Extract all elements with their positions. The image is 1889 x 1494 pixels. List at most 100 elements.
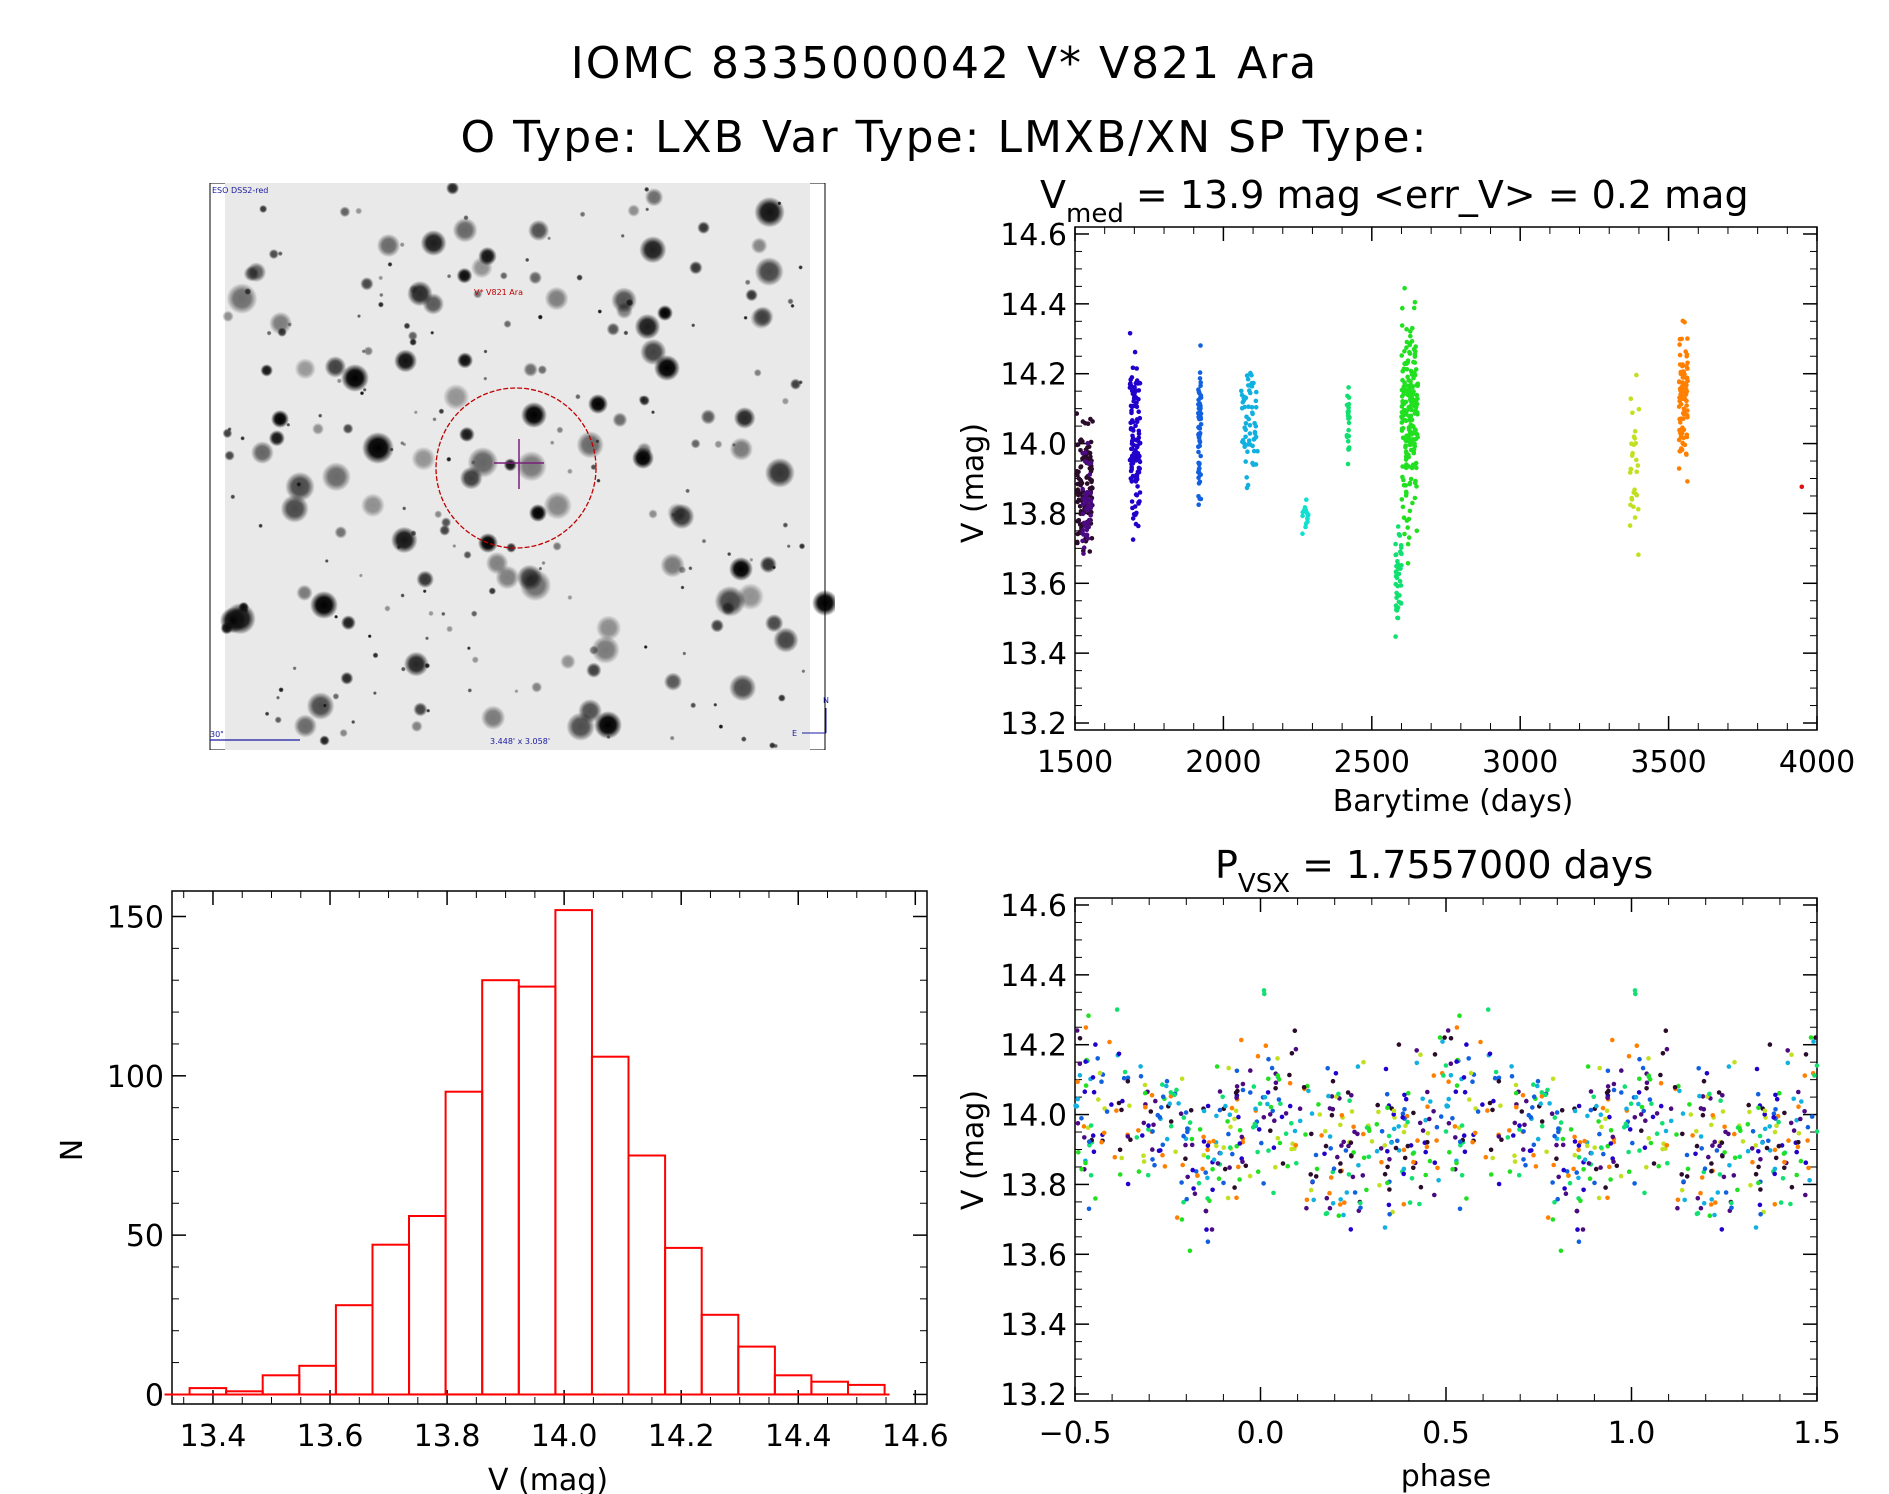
lightcurve-point	[1074, 442, 1080, 448]
phased-point	[1720, 1153, 1725, 1159]
phased-point	[1454, 1160, 1459, 1166]
lightcurve-point	[1253, 405, 1259, 410]
phased-point	[1720, 1093, 1725, 1098]
east-label: E	[792, 729, 797, 738]
sky-star	[278, 687, 284, 693]
lightcurve-point	[1685, 360, 1690, 366]
lightcurve-point	[1088, 503, 1094, 509]
lightcurve-point	[1404, 367, 1410, 372]
phased-point	[1796, 1089, 1801, 1095]
lightcurve-point	[1401, 391, 1406, 397]
phased-point	[1487, 1100, 1493, 1106]
lightcurve-ytick-label: 14.0	[1000, 428, 1067, 463]
phased-point	[1160, 1094, 1166, 1099]
phased-point	[1605, 1068, 1611, 1074]
phased-point	[1301, 1085, 1307, 1090]
phased-point	[1221, 1180, 1226, 1186]
phased-point	[1684, 1174, 1690, 1179]
phased-point	[1628, 1101, 1634, 1106]
lightcurve-point	[1250, 411, 1255, 417]
lightcurve-point	[1252, 431, 1258, 436]
histogram-bar	[481, 979, 520, 1396]
phased-point	[1441, 1073, 1446, 1078]
sky-star	[376, 233, 401, 258]
sky-star	[678, 566, 687, 574]
phased-point	[1608, 1128, 1614, 1133]
phased-point	[1680, 1111, 1686, 1116]
sky-star	[773, 627, 799, 653]
phased-point	[1225, 1119, 1230, 1124]
phased-point	[1805, 1124, 1811, 1130]
phased-point	[1434, 1124, 1440, 1130]
lightcurve-point	[1081, 520, 1087, 526]
phased-point	[1559, 1108, 1565, 1113]
phased-point	[1234, 1084, 1240, 1089]
phased-point	[1710, 1143, 1715, 1148]
histogram-bar	[700, 1313, 740, 1396]
lightcurve-point	[1414, 465, 1419, 471]
phased-point	[1805, 1138, 1810, 1143]
histogram-xtick-label: 13.4	[180, 1419, 247, 1454]
lightcurve-point	[1394, 605, 1399, 611]
histogram-ytick-label: 100	[107, 1060, 164, 1095]
phased-point	[1727, 1163, 1732, 1168]
phased-point	[1237, 1141, 1243, 1146]
phased-point	[1196, 1180, 1202, 1186]
sky-star	[596, 615, 622, 641]
phased-point	[1088, 1123, 1094, 1128]
lightcurve-point	[1247, 431, 1253, 436]
phased-point	[1762, 1108, 1768, 1114]
survey-label: ESO DSS2-red	[212, 186, 268, 195]
phased-point	[1127, 1103, 1132, 1108]
phased-point	[1333, 1071, 1339, 1076]
lightcurve-point	[1248, 390, 1253, 396]
sky-star	[342, 423, 354, 435]
phased-point	[1505, 1135, 1511, 1140]
phased-point	[1090, 1075, 1096, 1080]
phased-point	[1772, 1166, 1778, 1172]
phased-point	[1214, 1064, 1220, 1069]
phased-point	[1326, 1093, 1331, 1099]
sky-star	[402, 506, 407, 511]
phased-point	[1572, 1134, 1577, 1140]
phased-point	[1624, 1106, 1629, 1112]
phased-point	[1415, 1138, 1420, 1143]
sky-stars	[219, 183, 835, 749]
lightcurve-point	[1242, 444, 1247, 450]
sky-star	[456, 352, 474, 369]
phased-point	[1745, 1122, 1751, 1127]
phased-point	[1276, 1077, 1282, 1082]
lightcurve-point	[1799, 484, 1805, 490]
sky-star	[422, 589, 427, 594]
phased-point	[1782, 1159, 1787, 1165]
phased-point	[1168, 1119, 1174, 1124]
lightcurve-point	[1408, 476, 1414, 482]
sky-star	[777, 694, 786, 702]
lightcurve-point	[1681, 407, 1687, 412]
phased-point	[1462, 1149, 1468, 1155]
lightcurve-point	[1408, 329, 1413, 334]
lightcurve-point	[1080, 538, 1085, 544]
histogram-bar	[371, 1243, 411, 1396]
phased-point	[1466, 1056, 1471, 1061]
phased-point	[1081, 1124, 1087, 1129]
histogram-bar	[664, 1246, 703, 1396]
phased-point	[1252, 1121, 1258, 1127]
phased-point	[1552, 1115, 1558, 1120]
phased-point	[1179, 1217, 1185, 1222]
lightcurve-x-tick-labels: 1500 2000 2500 3000 3500 4000	[1037, 745, 1855, 780]
phased-point	[1293, 1143, 1299, 1148]
phased-point	[1567, 1180, 1573, 1186]
lightcurve-point	[1242, 404, 1247, 410]
lightcurve-point	[1408, 333, 1413, 339]
lightcurve-point	[1253, 398, 1259, 404]
sky-star	[700, 409, 716, 425]
lightcurve-point	[1078, 480, 1083, 485]
lightcurve-point	[1302, 505, 1308, 510]
phased-point	[1632, 988, 1638, 993]
phased-point	[1746, 1102, 1751, 1108]
phased-point	[1173, 1149, 1178, 1155]
phased-point	[1141, 1153, 1146, 1158]
sky-star	[339, 728, 348, 738]
phased-point	[1656, 1163, 1661, 1169]
